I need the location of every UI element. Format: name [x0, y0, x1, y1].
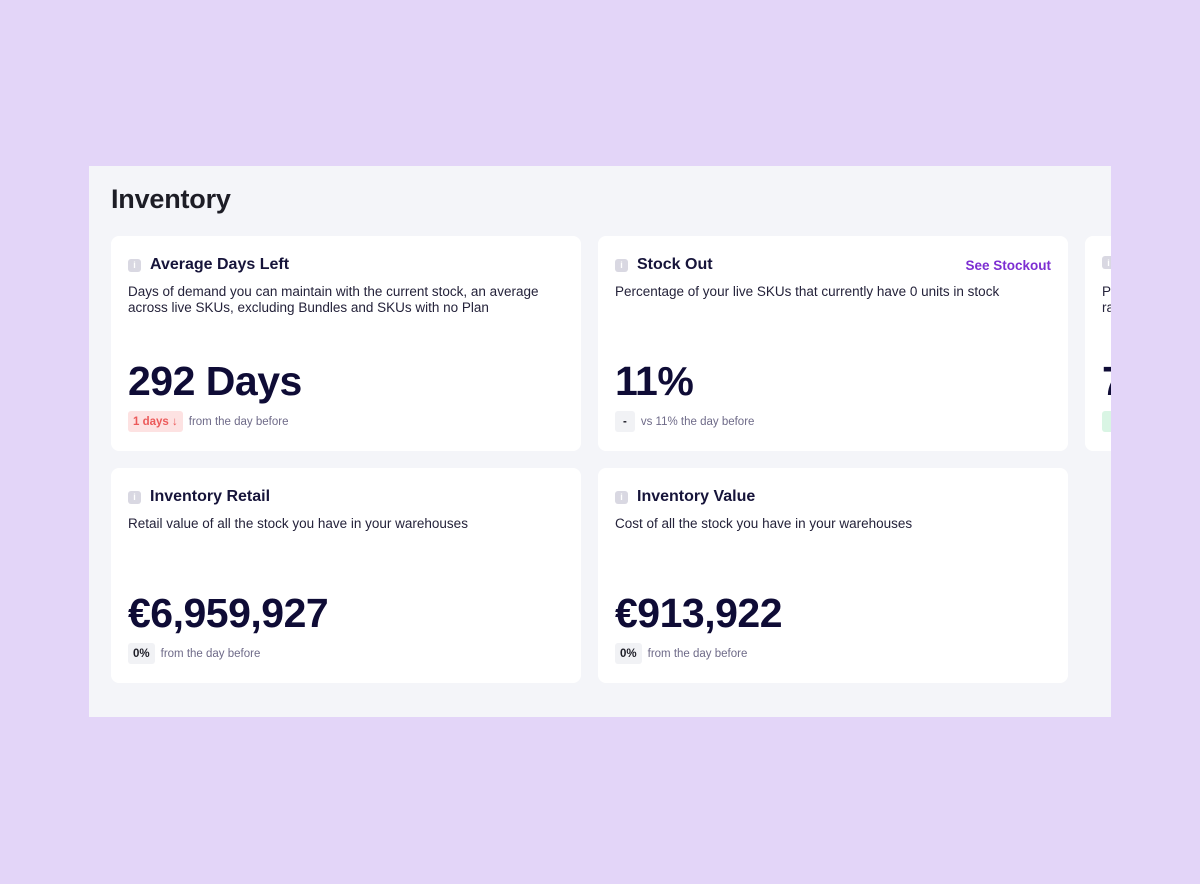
card-description: Days of demand you can maintain with the…	[128, 284, 539, 315]
info-icon[interactable]: i	[128, 258, 141, 272]
delta-badge: 0%	[128, 643, 155, 664]
card-description: P ra	[1102, 284, 1111, 315]
card-stock-out: i Stock Out See Stockout Percentage of y…	[598, 236, 1068, 451]
inventory-panel: Inventory i Average Days Left Days of de…	[89, 166, 1111, 717]
delta-badge: 0%	[615, 643, 642, 664]
delta-badge: -	[615, 411, 635, 432]
card-title: Stock Out	[637, 256, 713, 273]
card-description: Retail value of all the stock you have i…	[128, 516, 468, 531]
metric-value: €6,959,927	[128, 590, 329, 636]
card-description: Cost of all the stock you have in your w…	[615, 516, 913, 531]
metric-value: 7	[1102, 358, 1111, 405]
card-title: Inventory Retail	[150, 488, 271, 505]
metric-value: 292 Days	[128, 358, 302, 404]
card-inventory-retail: i Inventory Retail Retail value of all t…	[111, 468, 581, 683]
info-icon[interactable]: i	[1102, 256, 1111, 269]
card-title: Inventory Value	[637, 488, 756, 505]
delta-badge: 1 days ↓	[128, 411, 183, 432]
metric-value: €913,922	[615, 590, 783, 636]
info-icon[interactable]: i	[615, 490, 628, 504]
card-inventory-value: i Inventory Value Cost of all the stock …	[598, 468, 1068, 683]
info-icon[interactable]: i	[615, 258, 628, 272]
info-icon[interactable]: i	[128, 490, 141, 504]
delta-text: from the day before	[647, 647, 748, 660]
card-partial: i P ra 7	[1085, 236, 1111, 451]
card-title: Average Days Left	[150, 256, 290, 273]
delta-text: vs 11% the day before	[640, 415, 755, 428]
delta-text: from the day before	[188, 415, 289, 428]
page-title: Inventory	[111, 184, 231, 214]
see-stockout-link[interactable]: See Stockout	[965, 257, 1051, 273]
metric-value: 11%	[615, 358, 694, 404]
card-average-days-left: i Average Days Left Days of demand you c…	[111, 236, 581, 451]
delta-text: from the day before	[160, 647, 261, 660]
card-description: Percentage of your live SKUs that curren…	[615, 284, 1000, 299]
delta-badge	[1102, 411, 1111, 432]
